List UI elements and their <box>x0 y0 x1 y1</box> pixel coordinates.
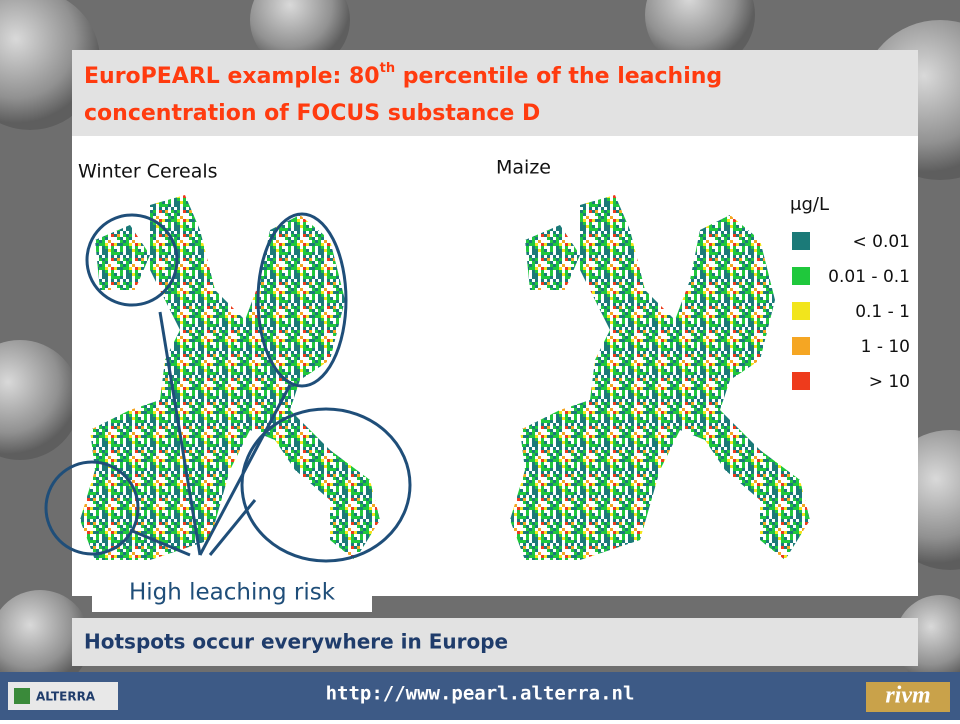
highlight-circles <box>44 212 412 563</box>
footer-bar <box>0 672 960 720</box>
map-europe <box>80 195 380 560</box>
legend-label: 0.01 - 0.1 <box>828 267 910 287</box>
legend-label: 0.1 - 1 <box>855 302 910 322</box>
legend-swatch <box>792 372 810 390</box>
right-logo-box <box>866 682 950 712</box>
conclusion-band <box>72 618 918 666</box>
legend-swatch <box>792 337 810 355</box>
title-text: percentile of the leaching <box>395 64 722 89</box>
legend-unit: μg/L <box>790 194 829 215</box>
conclusion: Hotspots occur everywhere in Europe <box>84 630 508 654</box>
annotation: High leaching risk <box>129 580 336 606</box>
legend-swatch <box>792 232 810 250</box>
title-line-2: concentration of FOCUS substance D <box>84 101 540 126</box>
legend-label: > 10 <box>869 372 910 392</box>
legend-label: < 0.01 <box>853 232 911 252</box>
map-label: Winter Cereals <box>78 161 218 183</box>
right-logo: rivm <box>885 683 930 709</box>
title-band <box>72 50 918 136</box>
annotation-box <box>92 572 372 612</box>
legend-swatch <box>792 302 810 320</box>
map-label: Maize <box>496 157 551 179</box>
legend: μg/L < 0.01 0.01 - 0.1 0.1 - 1 1 - 10 > 10 <box>790 194 910 392</box>
legend-swatch <box>792 267 810 285</box>
title-line-1: EuroPEARL example: 80th percentile of th… <box>84 61 722 90</box>
logo-mark <box>14 688 30 704</box>
maps <box>80 195 810 560</box>
footer-url: http://www.pearl.alterra.nl <box>326 683 635 705</box>
left-logo: ALTERRA <box>36 690 96 704</box>
legend-label: 1 - 10 <box>861 337 910 357</box>
map-europe <box>510 195 810 560</box>
